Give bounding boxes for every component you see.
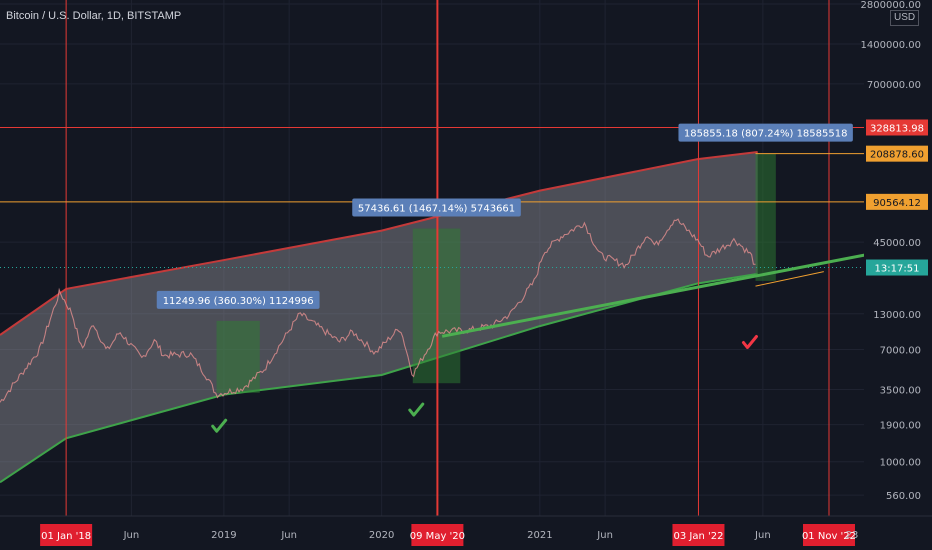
- measurement-label: 57436.61 (1467.14%) 5743661: [358, 204, 515, 215]
- time-tick-label: 2020: [369, 530, 394, 541]
- measurement-label-bg: [156, 290, 320, 309]
- time-tick-label: Jun: [280, 530, 297, 541]
- time-axis-bg: [0, 516, 932, 550]
- time-tick-label: 2021: [527, 530, 552, 541]
- price-tick-label: 1400000.00: [861, 40, 921, 51]
- price-tick-label: 1000.00: [880, 458, 921, 469]
- date-marker-tag: [411, 524, 464, 546]
- currency-unit-badge[interactable]: USD: [890, 10, 920, 26]
- band-fill: [0, 152, 758, 483]
- price-tag-label: 208878.60: [870, 150, 924, 161]
- price-tick-label: 3500.00: [880, 385, 921, 396]
- price-tick-label: 2800000.00: [861, 0, 921, 11]
- measurement-label: 185855.18 (807.24%) 18585518: [684, 129, 848, 140]
- date-marker-lines: [65, 0, 830, 516]
- date-marker-label: 09 May '20: [410, 531, 465, 542]
- measurement-boxes: [216, 153, 776, 393]
- checkmarks: [211, 335, 758, 433]
- time-tick-label: 23: [846, 530, 859, 541]
- price-series: [0, 218, 756, 403]
- check-icon: [211, 418, 228, 433]
- price-tick-label: 700000.00: [867, 80, 921, 91]
- measurement-labels: 11249.96 (360.30%) 1124996 57436.61 (1467…: [156, 123, 853, 309]
- price-tick-label: 7000.00: [880, 345, 921, 356]
- price-tick-label: 13000.00: [873, 310, 921, 321]
- chart-title: Bitcoin / U.S. Dollar, 1D, BITSTAMP: [6, 10, 182, 22]
- date-marker-label: 01 Jan '18: [41, 531, 91, 542]
- price-tag-bg: [866, 193, 928, 210]
- grid-lines: [0, 0, 864, 516]
- measurement-box: [755, 153, 776, 281]
- price-tag-bg: [866, 119, 928, 136]
- check-icon: [741, 335, 758, 350]
- measurement-box: [216, 320, 260, 393]
- trend-lines: [441, 250, 882, 338]
- price-tag-bg: [866, 259, 928, 276]
- time-tick-label: Jun: [754, 530, 771, 541]
- measurement-label-bg: [678, 123, 853, 142]
- price-tag-label: 13:17:51: [875, 264, 920, 275]
- support-trend-line: [441, 250, 882, 338]
- price-tick-label: 560.00: [886, 491, 921, 502]
- price-tag-label: 90564.12: [873, 198, 921, 209]
- price-tag-label: 328813.98: [870, 123, 924, 134]
- time-tick-label: 2019: [211, 530, 236, 541]
- date-marker-tag: [802, 524, 855, 546]
- date-marker-label: 03 Jan '22: [673, 531, 723, 542]
- date-marker-tag: [40, 524, 93, 546]
- time-axis: Jun 2019 Jun 2020 2021 Jun Jun 01 Jan '18 09 May…: [0, 515, 932, 550]
- measurement-label-bg: [352, 198, 521, 217]
- time-tick-label: Jun: [123, 530, 140, 541]
- measurement-label: 11249.96 (360.30%) 1124996: [163, 296, 314, 307]
- price-axis: 2800000.00 1400000.00 700000.00 45000.00 130…: [861, 0, 932, 516]
- price-tag-bg: [866, 145, 928, 162]
- date-marker-tag: [672, 524, 725, 546]
- price-tick-label: 45000.00: [873, 238, 921, 249]
- price-axis-bg: [864, 0, 932, 516]
- date-marker-label: 01 Nov '22: [802, 531, 856, 542]
- support-projection-line: [755, 271, 824, 287]
- price-tick-label: 1900.00: [880, 421, 921, 432]
- check-icon: [408, 402, 425, 417]
- time-tick-label: Jun: [596, 530, 613, 541]
- price-line: [0, 218, 756, 403]
